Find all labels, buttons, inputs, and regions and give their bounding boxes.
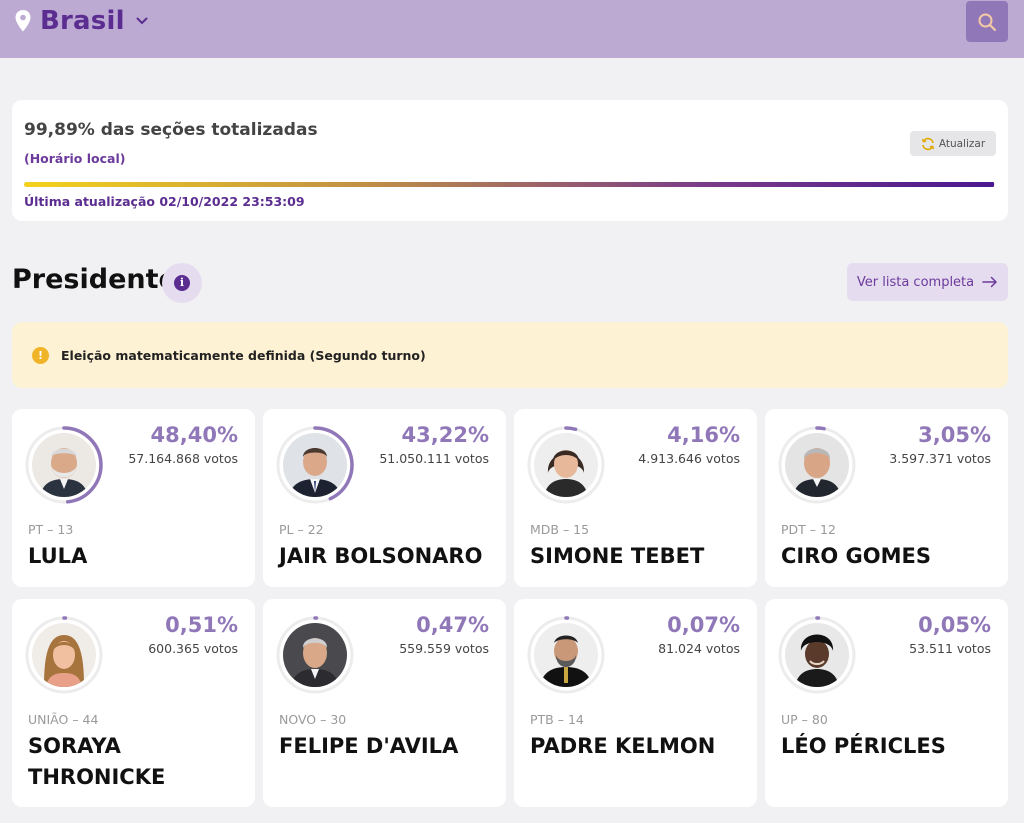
candidate-name: SORAYA THRONICKE xyxy=(28,734,166,789)
party-number: MDB – 15 xyxy=(530,522,590,537)
vote-count: 51.050.111 votos xyxy=(379,451,489,466)
progress-fill xyxy=(24,182,994,187)
party-number: UNIÃO – 44 xyxy=(28,712,99,727)
vote-percent: 4,16% xyxy=(667,423,740,447)
vote-percent: 48,40% xyxy=(150,423,238,447)
full-list-label: Ver lista completa xyxy=(856,274,975,290)
search-icon xyxy=(978,13,997,31)
sections-totalized-text: 99,89% das seções totalizadas xyxy=(24,120,318,140)
candidate-card[interactable]: 0,07% 81.024 votos PTB – 14 PADRE KELMON xyxy=(514,599,757,807)
vote-share-arc xyxy=(313,426,354,501)
candidate-card[interactable]: 0,05% 53.511 votos UP – 80 LÉO PÉRICLES xyxy=(765,599,1008,807)
candidate-photo xyxy=(785,433,849,497)
candidate-photo xyxy=(785,623,849,687)
vote-share-arc xyxy=(815,426,826,431)
candidate-avatar-wrap xyxy=(24,425,104,505)
party-number: PTB – 14 xyxy=(530,712,584,727)
search-button[interactable] xyxy=(966,1,1008,42)
vote-count: 4.913.646 votos xyxy=(638,451,740,466)
candidate-name: PADRE KELMON xyxy=(530,734,716,758)
candidate-avatar-wrap xyxy=(275,615,355,695)
warning-icon: ! xyxy=(32,346,49,364)
candidate-avatar-wrap xyxy=(24,615,104,695)
candidate-photo xyxy=(534,433,598,497)
vote-count: 53.511 votos xyxy=(909,641,991,656)
candidate-card[interactable]: 48,40% 57.164.868 votos PT – 13 LULA xyxy=(12,409,255,587)
totalization-progress-bar xyxy=(24,182,995,187)
top-bar: Brasil xyxy=(0,0,1024,58)
candidate-photo xyxy=(283,433,347,497)
candidate-photo xyxy=(32,433,96,497)
info-button[interactable]: i xyxy=(162,263,202,303)
party-number: PDT – 12 xyxy=(781,522,836,537)
candidate-photo xyxy=(534,623,598,687)
refresh-icon xyxy=(921,137,935,150)
candidate-name: JAIR BOLSONARO xyxy=(279,544,483,568)
candidate-name: FELIPE D'AVILA xyxy=(279,734,459,758)
vote-share-arc xyxy=(564,426,578,432)
candidate-card[interactable]: 0,51% 600.365 votos UNIÃO – 44 SORAYA TH… xyxy=(12,599,255,807)
alert-text: Eleição matematicamente definida (Segund… xyxy=(61,347,426,363)
vote-count: 81.024 votos xyxy=(658,641,740,656)
candidate-name: LULA xyxy=(28,544,88,568)
candidate-card[interactable]: 43,22% 51.050.111 votos PL – 22 JAIR BOL… xyxy=(263,409,506,587)
candidate-name: SIMONE TEBET xyxy=(530,544,705,568)
refresh-button[interactable]: Atualizar xyxy=(910,131,996,156)
candidate-photo xyxy=(32,623,96,687)
vote-percent: 0,07% xyxy=(667,613,740,637)
candidate-avatar-wrap xyxy=(526,615,606,695)
local-time-label: (Horário local) xyxy=(24,151,126,166)
vote-percent: 0,05% xyxy=(918,613,991,637)
vote-percent: 0,47% xyxy=(416,613,489,637)
candidate-avatar-wrap xyxy=(777,425,857,505)
party-number: PL – 22 xyxy=(279,522,324,537)
location-pin-icon xyxy=(15,10,31,32)
arrow-right-icon xyxy=(982,276,998,288)
last-update-text: Última atualização 02/10/2022 23:53:09 xyxy=(24,194,305,209)
party-number: PT – 13 xyxy=(28,522,74,537)
full-list-button[interactable]: Ver lista completa xyxy=(847,263,1008,301)
candidate-name: CIRO GOMES xyxy=(781,544,932,568)
vote-percent: 3,05% xyxy=(918,423,991,447)
chevron-down-icon xyxy=(136,17,148,25)
candidate-avatar-wrap xyxy=(526,425,606,505)
vote-count: 3.597.371 votos xyxy=(889,451,991,466)
candidate-name: LÉO PÉRICLES xyxy=(781,734,946,758)
party-number: NOVO – 30 xyxy=(279,712,347,727)
candidate-avatar-wrap xyxy=(275,425,355,505)
vote-count: 600.365 votos xyxy=(148,641,238,656)
candidate-card[interactable]: 3,05% 3.597.371 votos PDT – 12 CIRO GOME… xyxy=(765,409,1008,587)
location-title: Brasil xyxy=(40,6,125,36)
candidate-photo xyxy=(283,623,347,687)
party-number: UP – 80 xyxy=(781,712,828,727)
totalization-status-card: 99,89% das seções totalizadas (Horário l… xyxy=(12,100,1008,221)
location-selector[interactable]: Brasil xyxy=(14,6,149,36)
info-icon: i xyxy=(174,275,190,291)
vote-share-arc xyxy=(62,426,103,504)
vote-percent: 0,51% xyxy=(165,613,238,637)
candidate-avatar-wrap xyxy=(777,615,857,695)
section-title: Presidente xyxy=(12,264,177,295)
vote-percent: 43,22% xyxy=(401,423,489,447)
vote-count: 57.164.868 votos xyxy=(128,451,238,466)
candidate-card[interactable]: 0,47% 559.559 votos NOVO – 30 FELIPE D'A… xyxy=(263,599,506,807)
candidate-card[interactable]: 4,16% 4.913.646 votos MDB – 15 SIMONE TE… xyxy=(514,409,757,587)
refresh-label: Atualizar xyxy=(938,137,986,150)
vote-count: 559.559 votos xyxy=(399,641,489,656)
election-alert: ! Eleição matematicamente definida (Segu… xyxy=(12,322,1008,388)
